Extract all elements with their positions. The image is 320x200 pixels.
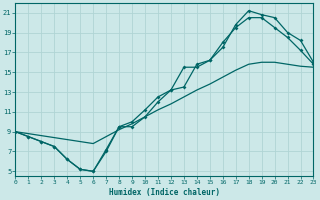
X-axis label: Humidex (Indice chaleur): Humidex (Indice chaleur) (109, 188, 220, 197)
